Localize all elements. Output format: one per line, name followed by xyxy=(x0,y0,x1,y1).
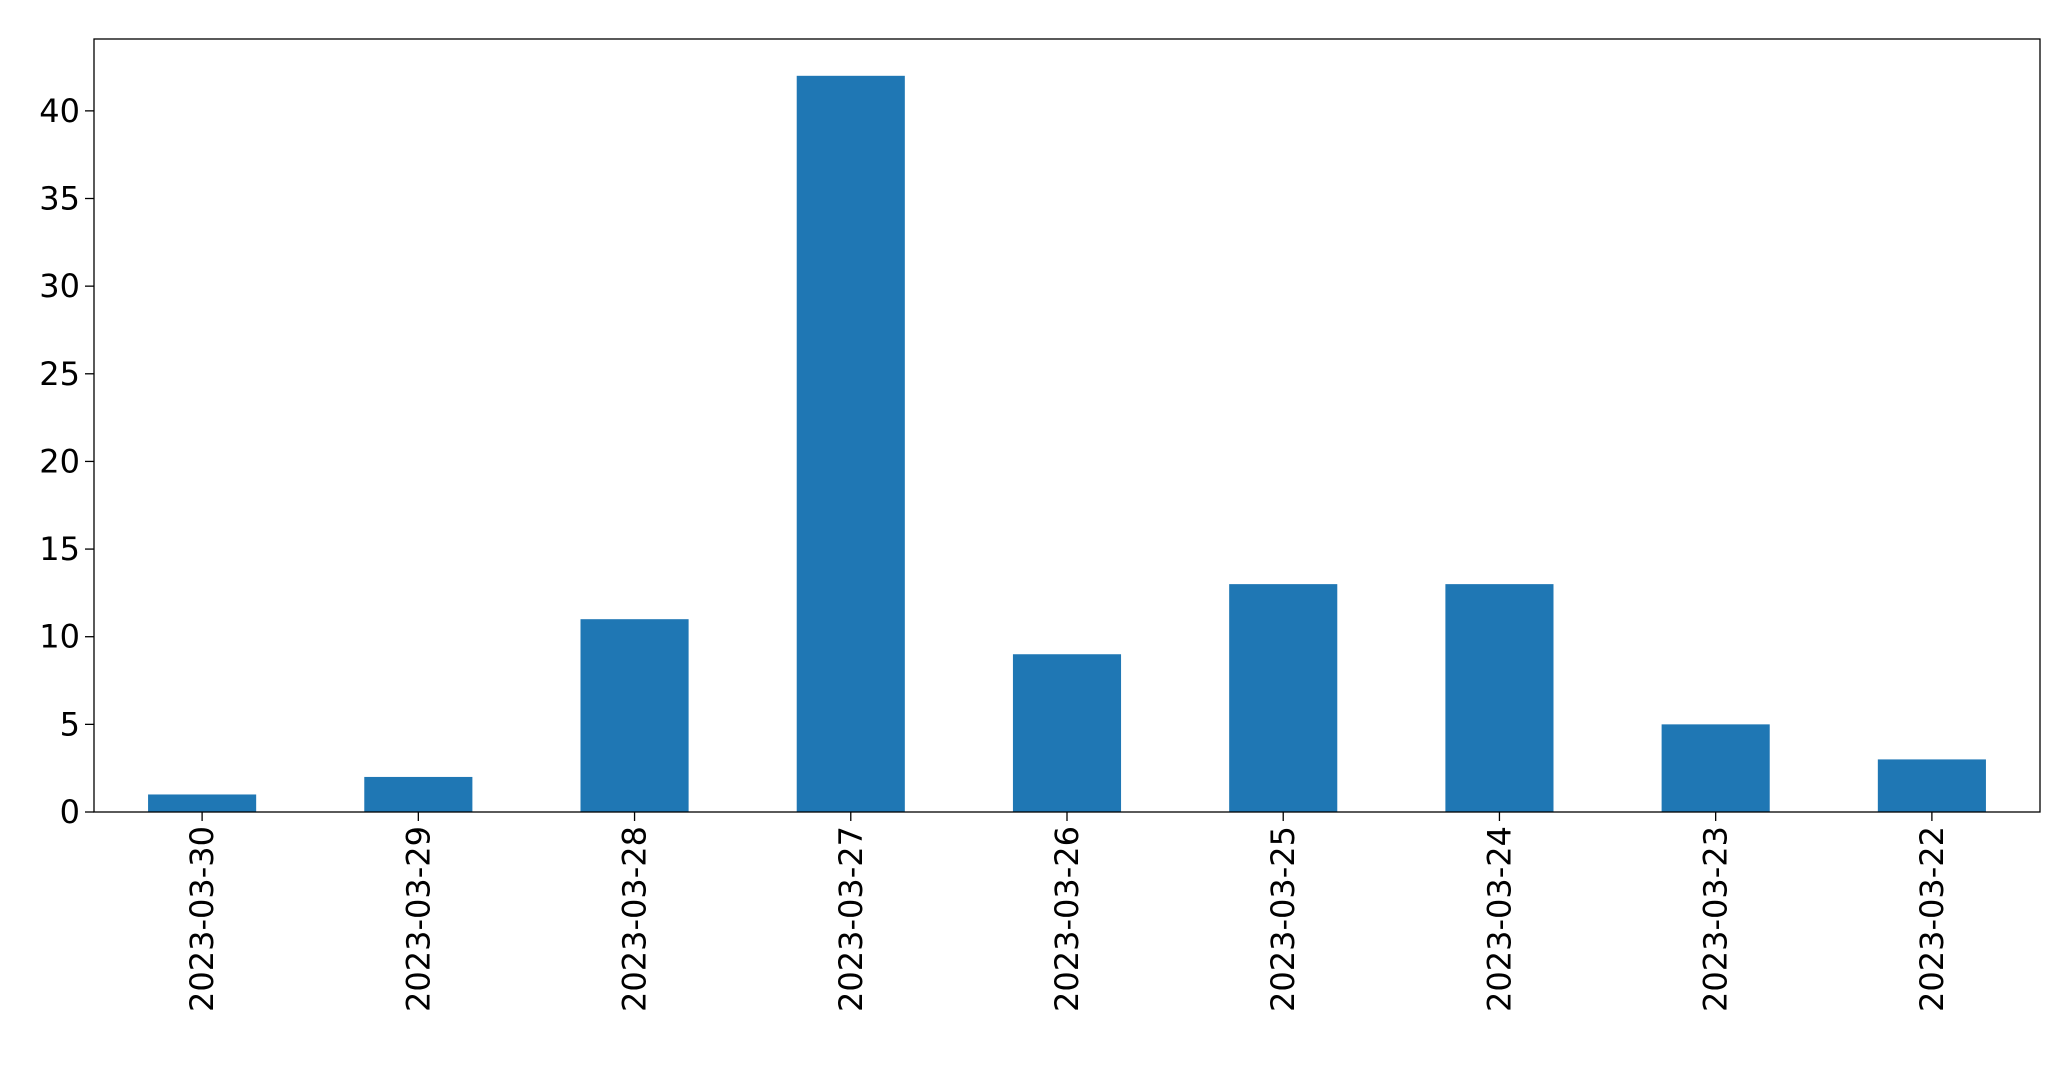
x-tick-label: 2023-03-28 xyxy=(616,826,654,1012)
y-tick-label: 35 xyxy=(39,180,80,218)
y-axis: 0 5 10 15 20 25 30 35 40 xyxy=(39,92,94,831)
bar-2023-03-25 xyxy=(1229,584,1338,812)
bar-2023-03-24 xyxy=(1445,584,1554,812)
x-tick-label: 2023-03-22 xyxy=(1913,826,1951,1012)
y-tick-label: 10 xyxy=(39,618,80,656)
bars-layer xyxy=(148,75,1986,812)
y-tick-label: 30 xyxy=(39,267,80,305)
bar-2023-03-27 xyxy=(796,75,905,812)
x-tick-label: 2023-03-29 xyxy=(399,826,437,1012)
plot-frame xyxy=(93,38,2041,813)
bar-2023-03-23 xyxy=(1661,724,1770,812)
x-tick-label: 2023-03-24 xyxy=(1480,826,1518,1012)
x-tick-label: 2023-03-23 xyxy=(1697,826,1735,1012)
x-axis: 2023-03-30 2023-03-29 2023-03-28 2023-03-27… xyxy=(183,812,1951,1012)
y-tick-label: 5 xyxy=(60,705,80,743)
x-tick-label: 2023-03-26 xyxy=(1048,826,1086,1012)
x-tick-label: 2023-03-30 xyxy=(183,826,221,1012)
bar-2023-03-30 xyxy=(148,794,257,812)
x-tick-label: 2023-03-27 xyxy=(832,826,870,1012)
bar-2023-03-26 xyxy=(1012,654,1122,812)
y-tick-label: 15 xyxy=(39,530,80,568)
bar-2023-03-28 xyxy=(580,619,689,812)
y-tick-label: 25 xyxy=(39,355,80,393)
bar-2023-03-29 xyxy=(364,776,473,812)
x-tick-label: 2023-03-25 xyxy=(1264,826,1302,1012)
y-tick-label: 40 xyxy=(39,92,80,130)
y-tick-label: 20 xyxy=(39,442,80,480)
bar-2023-03-22 xyxy=(1877,759,1986,812)
y-tick-label: 0 xyxy=(60,793,80,831)
